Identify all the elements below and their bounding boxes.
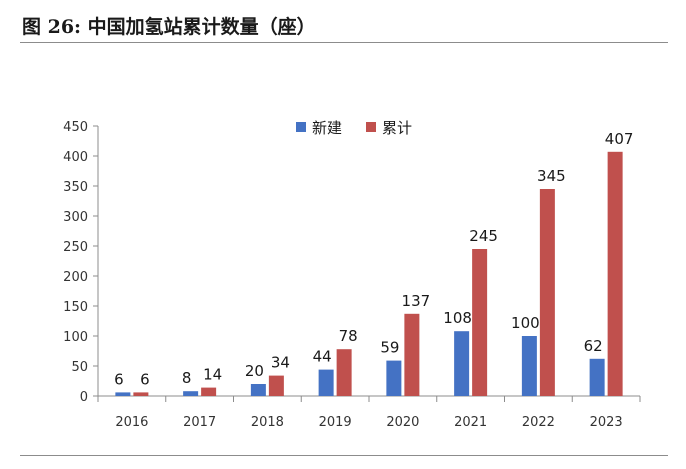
x-tick-label: 2021 [454,415,487,430]
x-tick-label: 2020 [386,415,419,430]
bar-cumulative [336,349,352,396]
figure-title: 图 26: 中国加氢站累计数量（座） [22,16,316,38]
data-label-cumulative: 78 [339,327,358,345]
data-label-cumulative: 407 [605,130,634,148]
x-tick-label: 2019 [319,415,352,430]
chart-legend: 新建 累计 [296,119,412,137]
x-tick-label: 2023 [590,415,623,430]
x-tick-label: 2016 [115,415,148,430]
data-label-cumulative: 245 [469,227,498,245]
chart-data-labels: 6 8 20 44 59 108 100 62 6 14 34 78 137 245 345 407 [114,130,633,389]
y-tick-label: 0 [80,390,88,405]
data-label-new: 100 [511,314,540,332]
bar-cumulative [539,189,555,396]
data-label-cumulative: 137 [402,292,431,310]
chart-bars [115,151,623,396]
data-label-new: 20 [245,362,264,380]
bar-cumulative [201,387,217,396]
bar-cumulative [133,392,149,396]
bar-new [521,336,537,396]
data-label-cumulative: 345 [537,167,566,185]
y-tick-label: 100 [63,330,88,345]
bar-new [386,360,402,396]
data-label-new: 108 [443,309,472,327]
y-tick-label: 200 [63,270,88,285]
y-tick-label: 50 [71,360,88,375]
y-tick-label: 150 [63,300,88,315]
bar-cumulative [607,151,623,396]
bar-new [454,331,470,396]
x-tick-label: 2017 [183,415,216,430]
y-tick-label: 300 [63,210,88,225]
bottom-divider [20,455,668,456]
y-tick-label: 400 [63,150,88,165]
data-label-new: 62 [584,337,603,355]
bar-new [250,384,266,396]
data-label-new: 44 [313,348,332,366]
x-tick-label: 2022 [522,415,555,430]
bar-cumulative [472,249,488,396]
data-label-cumulative: 14 [203,366,222,384]
legend-swatch-cumulative [366,122,376,132]
bar-cumulative [268,375,284,396]
title-divider [20,42,668,43]
bar-new [115,392,131,396]
data-label-new: 6 [114,370,124,388]
data-label-cumulative: 6 [140,370,150,388]
legend-label-cumulative: 累计 [382,119,412,137]
legend-swatch-new [296,122,306,132]
chart-axes: 0 50 100 150 200 250 300 350 400 450 2016 2017 2018 2… [63,120,641,430]
bar-new [183,391,199,396]
data-label-cumulative: 34 [271,354,290,372]
y-tick-label: 450 [63,120,88,135]
x-tick-label: 2018 [251,415,284,430]
y-tick-label: 350 [63,180,88,195]
bar-new [318,369,334,396]
y-tick-label: 250 [63,240,88,255]
data-label-new: 59 [380,339,399,357]
bar-cumulative [404,313,420,396]
legend-label-new: 新建 [312,119,342,137]
data-label-new: 8 [182,369,192,387]
bar-new [589,358,605,396]
